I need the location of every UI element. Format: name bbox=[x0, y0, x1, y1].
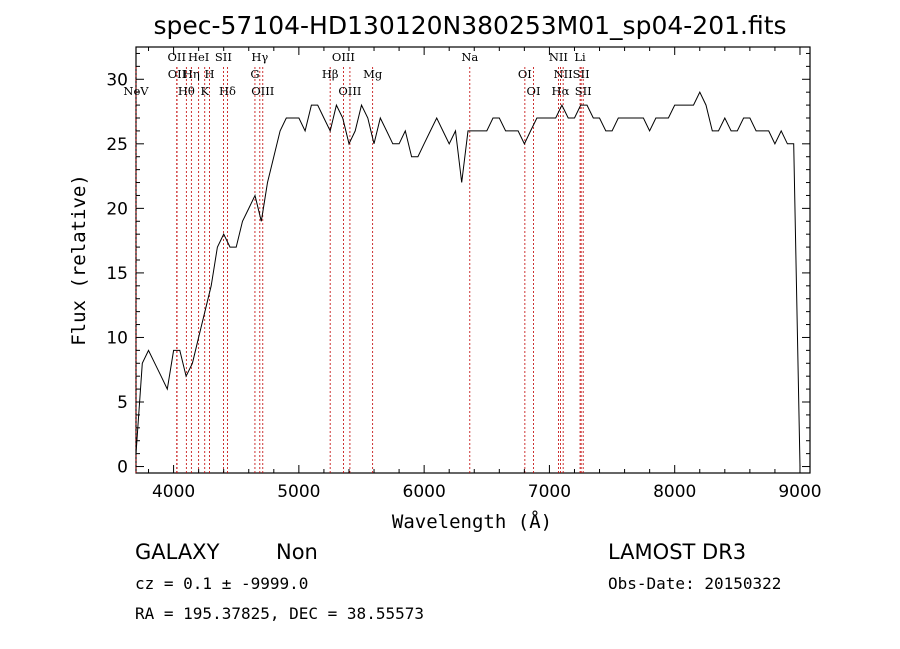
y-tick-label: 15 bbox=[106, 264, 128, 284]
line-label-hei: HeI bbox=[188, 50, 209, 64]
line-label-nev: NeV bbox=[123, 84, 149, 98]
x-tick-label: 9000 bbox=[778, 482, 821, 502]
line-label-hδ: Hδ bbox=[219, 84, 236, 98]
spectrum-line bbox=[135, 91, 801, 467]
line-label-oiii: OIII bbox=[251, 84, 274, 98]
y-tick-label: 25 bbox=[106, 135, 128, 155]
y-axis-label: Flux (relative) bbox=[68, 174, 90, 346]
object-subclass: Non bbox=[276, 540, 318, 564]
line-label-oiii: OIII bbox=[332, 50, 355, 64]
line-label-mg: Mg bbox=[363, 67, 383, 81]
line-label-k: K bbox=[200, 84, 209, 98]
line-label-oii: OII bbox=[168, 67, 187, 81]
line-label-hα: Hα bbox=[552, 84, 570, 98]
chart-title: spec-57104-HD130120N380253M01_sp04-201.f… bbox=[153, 11, 786, 40]
line-label-sii: SII bbox=[575, 84, 592, 98]
x-tick-label: 5000 bbox=[277, 482, 320, 502]
x-axis-label: Wavelength (Å) bbox=[392, 510, 552, 533]
y-tick-label: 20 bbox=[106, 199, 128, 219]
line-label-na: Na bbox=[461, 50, 478, 64]
x-tick-label: 6000 bbox=[403, 482, 446, 502]
line-label-oiii: OIII bbox=[338, 84, 361, 98]
line-label-oi: OI bbox=[518, 67, 532, 81]
y-tick-label: 30 bbox=[106, 70, 128, 90]
plot-frame bbox=[135, 46, 811, 474]
line-label-nii: NII bbox=[554, 67, 573, 81]
x-tick-label: 7000 bbox=[528, 482, 571, 502]
emission-line-labels: NeV OII OII Hθ HeI Hη HK SII Hδ Hγ G OIII OIII Hβ OIII… bbox=[123, 50, 591, 98]
x-tick-label: 8000 bbox=[653, 482, 696, 502]
x-tick-label: 4000 bbox=[152, 482, 195, 502]
line-label-hβ: Hβ bbox=[322, 67, 339, 81]
line-label-sii: SII bbox=[215, 50, 232, 64]
line-label-hγ: Hγ bbox=[251, 50, 268, 64]
emission-line-markers bbox=[135, 67, 584, 473]
line-label-oii: OII bbox=[167, 50, 186, 64]
line-label-sii: SII bbox=[573, 67, 590, 81]
y-tick-label: 5 bbox=[117, 393, 128, 413]
redshift-cz: cz = 0.1 ± -9999.0 bbox=[135, 574, 308, 593]
line-label-oi: OI bbox=[527, 84, 541, 98]
object-class: GALAXY bbox=[135, 540, 220, 564]
line-label-h: H bbox=[204, 67, 214, 81]
coordinates: RA = 195.37825, DEC = 38.55573 bbox=[135, 604, 424, 623]
survey-name: LAMOST DR3 bbox=[608, 540, 746, 564]
x-axis-ticks: 4000 5000 6000 7000 8000 9000 bbox=[148, 47, 822, 502]
y-tick-label: 10 bbox=[106, 328, 128, 348]
y-axis-ticks: 0 5 10 15 20 25 30 bbox=[106, 52, 810, 478]
line-label-g: G bbox=[250, 67, 259, 81]
obs-date: Obs-Date: 20150322 bbox=[608, 574, 781, 593]
y-tick-label: 0 bbox=[117, 458, 128, 478]
line-label-hθ: Hθ bbox=[178, 84, 195, 98]
line-label-hη: Hη bbox=[183, 67, 200, 81]
line-label-li: Li bbox=[574, 50, 586, 64]
line-label-nii: NII bbox=[549, 50, 568, 64]
